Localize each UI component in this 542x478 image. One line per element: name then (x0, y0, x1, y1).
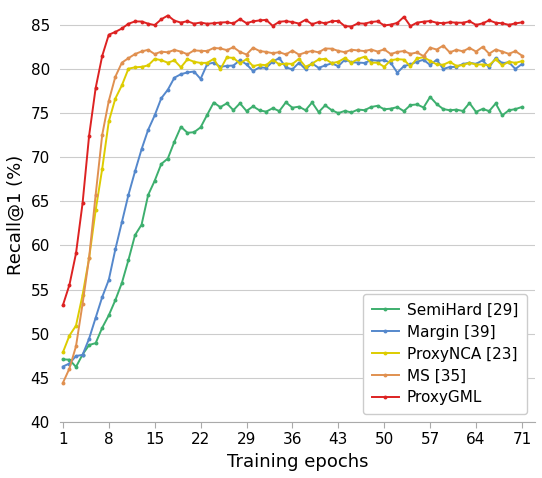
ProxyNCA [23] (335, 59, 341, 65)
Line: ProxyNCA [23]: ProxyNCA [23] (61, 55, 524, 354)
SemiHard [29] (79, 352, 86, 358)
Line: MS [35]: MS [35] (61, 43, 524, 385)
Margin [39] (282, 65, 289, 70)
SemiHard [29] (486, 108, 492, 114)
MS [35] (191, 47, 197, 53)
Margin [39] (407, 62, 414, 67)
MS [35] (335, 48, 341, 54)
Line: SemiHard [29]: SemiHard [29] (61, 95, 524, 369)
SemiHard [29] (506, 108, 512, 113)
MS [35] (499, 49, 506, 54)
Legend: SemiHard [29], Margin [39], ProxyNCA [23], MS [35], ProxyGML: SemiHard [29], Margin [39], ProxyNCA [23… (363, 293, 527, 414)
ProxyGML (197, 20, 204, 25)
ProxyNCA [23] (73, 323, 79, 328)
SemiHard [29] (73, 364, 79, 370)
SemiHard [29] (132, 232, 138, 238)
ProxyGML (414, 20, 420, 25)
Margin [39] (499, 60, 506, 66)
ProxyNCA [23] (519, 58, 525, 64)
ProxyGML (165, 12, 171, 18)
ProxyNCA [23] (282, 61, 289, 66)
X-axis label: Training epochs: Training epochs (227, 453, 368, 471)
ProxyGML (60, 303, 66, 308)
Margin [39] (335, 64, 341, 69)
ProxyNCA [23] (191, 59, 197, 65)
ProxyNCA [23] (499, 63, 506, 68)
ProxyGML (519, 20, 525, 25)
SemiHard [29] (519, 104, 525, 110)
ProxyNCA [23] (60, 349, 66, 355)
Margin [39] (60, 364, 66, 369)
Margin [39] (73, 353, 79, 359)
MS [35] (519, 53, 525, 58)
MS [35] (282, 52, 289, 57)
SemiHard [29] (60, 357, 66, 362)
ProxyNCA [23] (414, 55, 420, 61)
Margin [39] (493, 55, 499, 61)
ProxyGML (341, 23, 348, 29)
SemiHard [29] (427, 94, 434, 100)
ProxyGML (499, 21, 506, 26)
Y-axis label: Recall@1 (%): Recall@1 (%) (7, 154, 25, 275)
MS [35] (73, 343, 79, 349)
MS [35] (407, 51, 414, 57)
ProxyGML (73, 250, 79, 256)
SemiHard [29] (289, 105, 295, 110)
MS [35] (440, 43, 447, 48)
MS [35] (60, 380, 66, 386)
SemiHard [29] (341, 108, 348, 114)
Line: Margin [39]: Margin [39] (61, 56, 524, 369)
Margin [39] (519, 61, 525, 67)
Margin [39] (191, 69, 197, 75)
ProxyNCA [23] (362, 54, 368, 60)
Line: ProxyGML: ProxyGML (61, 13, 524, 307)
ProxyGML (289, 19, 295, 25)
